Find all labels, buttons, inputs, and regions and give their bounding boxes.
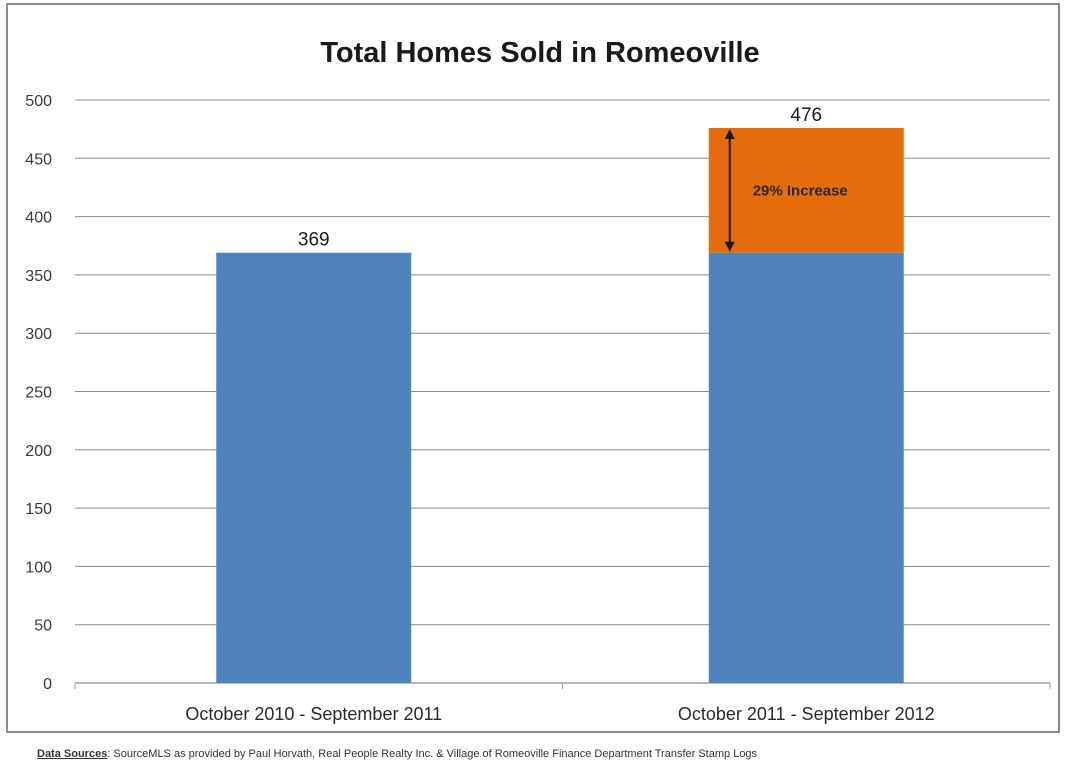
bars xyxy=(216,127,904,683)
y-tick-label: 100 xyxy=(25,559,52,576)
y-tick-label: 150 xyxy=(25,501,52,518)
data-label-2: 476 xyxy=(790,105,822,126)
bar-2 xyxy=(708,252,904,683)
y-tick-label: 400 xyxy=(25,210,52,227)
x-category-label: October 2011 - September 2012 xyxy=(678,704,935,724)
y-tick-label: 300 xyxy=(25,326,52,343)
annotations: 29% Increase xyxy=(724,128,848,252)
y-tick-label: 350 xyxy=(25,268,52,285)
data-labels: 369 476 xyxy=(298,105,822,251)
y-tick-label: 500 xyxy=(25,93,52,110)
y-tick-label: 250 xyxy=(25,385,52,402)
data-sources-footer: Data Sources: SourceMLS as provided by P… xyxy=(37,748,757,760)
chart-title: Total Homes Sold in Romeoville xyxy=(320,37,759,69)
y-tick-label: 0 xyxy=(43,676,52,693)
bar-1 xyxy=(216,252,412,683)
y-tick-label: 200 xyxy=(25,443,52,460)
x-axis-categories: October 2010 - September 2011 October 201… xyxy=(185,704,934,724)
data-label-1: 369 xyxy=(298,230,330,251)
data-sources-label: Data Sources xyxy=(37,748,108,760)
y-tick-label: 450 xyxy=(25,151,52,168)
x-category-label: October 2010 - September 2011 xyxy=(185,704,442,724)
data-sources-text: : SourceMLS as provided by Paul Horvath,… xyxy=(107,748,758,760)
bar-increase-segment xyxy=(708,127,904,253)
y-tick-label: 50 xyxy=(34,618,52,635)
increase-annotation: 29% Increase xyxy=(753,182,848,199)
y-axis-ticks: 0 50 100 150 200 250 300 350 400 450 500 xyxy=(25,93,52,693)
